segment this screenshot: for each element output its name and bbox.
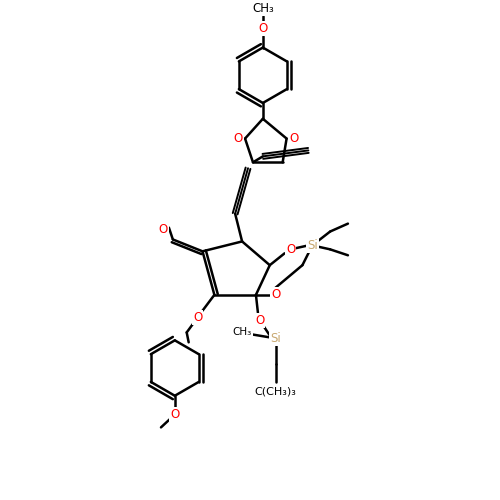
- Text: O: O: [289, 132, 298, 145]
- Text: O: O: [286, 243, 295, 256]
- Text: CH₃: CH₃: [232, 328, 252, 338]
- Text: O: O: [193, 311, 202, 324]
- Text: O: O: [271, 288, 280, 302]
- Text: O: O: [258, 22, 268, 36]
- Text: O: O: [234, 132, 243, 145]
- Text: C(CH₃)₃: C(CH₃)₃: [255, 387, 296, 397]
- Text: Si: Si: [270, 332, 281, 345]
- Text: O: O: [256, 314, 264, 327]
- Text: O: O: [170, 408, 179, 421]
- Text: Si: Si: [307, 239, 318, 252]
- Text: O: O: [158, 223, 168, 236]
- Text: CH₃: CH₃: [252, 2, 274, 16]
